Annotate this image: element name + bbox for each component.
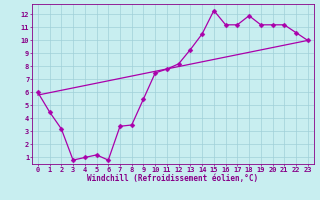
X-axis label: Windchill (Refroidissement éolien,°C): Windchill (Refroidissement éolien,°C) [87,174,258,183]
